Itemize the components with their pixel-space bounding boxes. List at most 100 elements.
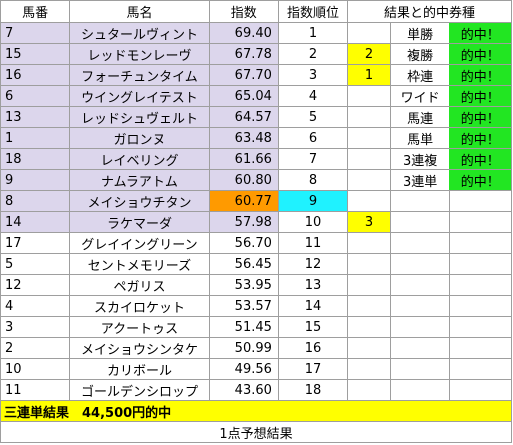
score-cell: 67.78 xyxy=(208,43,279,65)
table-row: 15 レッドモンレーヴ 67.78 2 2 複勝 的中！ xyxy=(0,43,513,65)
horse-name-cell: ゴールデンシロップ xyxy=(69,379,210,401)
rank-cell: 9 xyxy=(277,190,349,212)
horse-number-cell: 10 xyxy=(0,358,71,380)
table-row: 17 グレイイングリーン 56.70 11 xyxy=(0,232,513,254)
header-row: 馬番 馬名 指数 指数順位 結果と的中券種 xyxy=(0,0,512,23)
horse-number-cell: 16 xyxy=(0,64,71,86)
finish-position-cell xyxy=(347,379,391,401)
rank-cell: 7 xyxy=(277,148,349,170)
header-score-rank: 指数順位 xyxy=(277,0,349,23)
ticket-type-cell: 馬単 xyxy=(389,127,450,149)
trifecta-result-summary: 三連単結果 44,500円的中 xyxy=(0,400,512,422)
horse-name-cell: レイベリング xyxy=(69,148,210,170)
finish-position-cell: 3 xyxy=(347,211,391,233)
rank-cell: 1 xyxy=(277,22,349,44)
ticket-result-cell xyxy=(448,358,513,380)
score-cell: 53.95 xyxy=(208,274,279,296)
table-row: 3 アクートゥス 51.45 15 xyxy=(0,316,513,338)
ticket-result-cell: 的中！ xyxy=(449,127,513,149)
horse-name-cell: レッドモンレーヴ xyxy=(69,43,210,65)
finish-position-cell xyxy=(347,274,391,296)
ticket-type-cell: 馬連 xyxy=(389,106,450,128)
ticket-result-cell xyxy=(448,232,513,254)
rank-cell: 5 xyxy=(277,106,349,128)
table-caption: 1点予想結果 xyxy=(0,421,512,443)
ticket-type-cell: 3連単 xyxy=(389,169,450,191)
score-cell: 61.66 xyxy=(208,148,279,170)
score-cell: 69.40 xyxy=(208,22,279,44)
score-cell: 49.56 xyxy=(208,358,279,380)
horse-number-cell: 3 xyxy=(0,316,71,338)
table-row: 4 スカイロケット 53.57 14 xyxy=(0,295,513,317)
table-row: 10 カリボール 49.56 17 xyxy=(0,358,513,380)
rank-cell: 6 xyxy=(277,127,349,149)
table-row: 14 ラケマーダ 57.98 10 3 xyxy=(0,211,513,233)
ticket-result-cell: 的中！ xyxy=(449,169,513,191)
ticket-type-cell xyxy=(389,295,450,317)
horse-name-cell: アクートゥス xyxy=(69,316,210,338)
finish-position-cell xyxy=(347,169,391,191)
ticket-result-cell: 的中！ xyxy=(449,148,513,170)
score-cell: 51.45 xyxy=(208,316,279,338)
finish-position-cell xyxy=(347,316,391,338)
horse-number-cell: 18 xyxy=(0,148,71,170)
table-row: 1 ガロンヌ 63.48 6 馬単 的中！ xyxy=(0,127,513,149)
rank-cell: 8 xyxy=(277,169,349,191)
horse-number-cell: 12 xyxy=(0,274,71,296)
ticket-result-cell xyxy=(448,190,513,212)
ticket-type-cell xyxy=(389,253,450,275)
finish-position-cell xyxy=(347,358,391,380)
horse-name-cell: ペガリス xyxy=(69,274,210,296)
header-result-ticket-types: 結果と的中券種 xyxy=(347,0,512,23)
ticket-result-cell: 的中！ xyxy=(449,85,513,107)
table-row: 11 ゴールデンシロップ 43.60 18 xyxy=(0,379,513,401)
horse-name-cell: ウイングレイテスト xyxy=(69,85,210,107)
ticket-type-cell: 3連複 xyxy=(389,148,450,170)
table-row: 5 セントメモリーズ 56.45 12 xyxy=(0,253,513,275)
rank-cell: 16 xyxy=(277,337,349,359)
horse-number-cell: 7 xyxy=(0,22,71,44)
finish-position-cell xyxy=(347,127,391,149)
rank-cell: 13 xyxy=(277,274,349,296)
table-row: 9 ナムラアトム 60.80 8 3連単 的中！ xyxy=(0,169,513,191)
horse-number-cell: 2 xyxy=(0,337,71,359)
score-cell: 53.57 xyxy=(208,295,279,317)
score-cell: 56.45 xyxy=(208,253,279,275)
score-cell: 65.04 xyxy=(208,85,279,107)
score-cell: 56.70 xyxy=(208,232,279,254)
ticket-result-cell xyxy=(448,337,513,359)
ticket-type-cell: 枠連 xyxy=(389,64,450,86)
ticket-result-cell: 的中！ xyxy=(449,22,513,44)
horse-name-cell: メイショウシンタケ xyxy=(69,337,210,359)
ticket-type-cell xyxy=(389,337,450,359)
ticket-result-cell: 的中！ xyxy=(449,64,513,86)
ticket-type-cell xyxy=(389,190,450,212)
horse-name-cell: スカイロケット xyxy=(69,295,210,317)
horse-name-cell: メイショウチタン xyxy=(69,190,210,212)
horse-name-cell: シュタールヴィント xyxy=(69,22,210,44)
table-row: 8 メイショウチタン 60.77 9 xyxy=(0,190,513,212)
score-cell: 57.98 xyxy=(208,211,279,233)
rank-cell: 11 xyxy=(277,232,349,254)
ticket-type-cell xyxy=(389,379,450,401)
ticket-type-cell: 単勝 xyxy=(389,22,450,44)
finish-position-cell xyxy=(347,253,391,275)
table-row: 12 ペガリス 53.95 13 xyxy=(0,274,513,296)
header-score: 指数 xyxy=(208,0,279,23)
score-cell: 60.77 xyxy=(208,190,279,212)
rank-cell: 10 xyxy=(277,211,349,233)
horse-name-cell: ナムラアトム xyxy=(69,169,210,191)
rank-cell: 12 xyxy=(277,253,349,275)
ticket-result-cell xyxy=(448,379,513,401)
ticket-type-cell xyxy=(389,211,450,233)
ticket-type-cell xyxy=(389,274,450,296)
finish-position-cell xyxy=(347,106,391,128)
horse-name-cell: ガロンヌ xyxy=(69,127,210,149)
finish-position-cell: 1 xyxy=(347,64,391,86)
table-row: 6 ウイングレイテスト 65.04 4 ワイド 的中！ xyxy=(0,85,513,107)
header-horse-number: 馬番 xyxy=(0,0,71,23)
ticket-result-cell xyxy=(448,253,513,275)
finish-position-cell xyxy=(347,22,391,44)
finish-position-cell: 2 xyxy=(347,43,391,65)
